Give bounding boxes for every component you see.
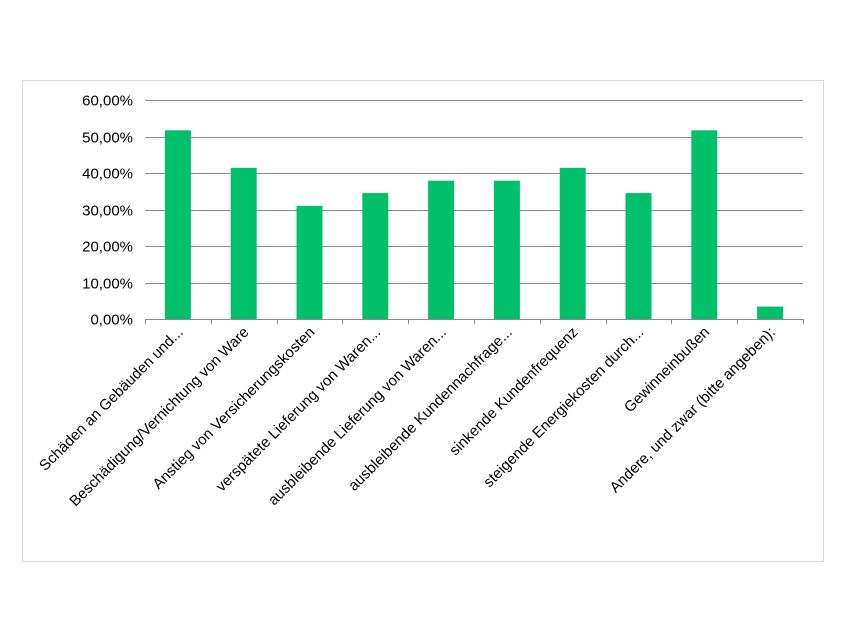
y-tick-label: 60,00% <box>82 93 133 110</box>
bar <box>691 130 718 319</box>
bar <box>230 167 257 319</box>
y-tick-label: 30,00% <box>82 203 133 220</box>
y-tick-label: 0,00% <box>90 312 133 329</box>
bar <box>559 167 586 319</box>
bar <box>493 180 520 319</box>
bar <box>428 180 455 319</box>
x-axis-category-labels: Schäden an Gebäuden und...Beschädigung/V… <box>36 324 779 510</box>
bar <box>625 193 652 319</box>
bars <box>164 130 784 319</box>
y-tick-label: 40,00% <box>82 166 133 183</box>
y-tick-label: 20,00% <box>82 239 133 256</box>
chart-frame <box>22 80 824 562</box>
y-tick-label: 50,00% <box>82 130 133 147</box>
bar <box>362 193 389 319</box>
y-tick-label: 10,00% <box>82 276 133 293</box>
x-axis <box>145 319 804 324</box>
bar <box>757 306 784 319</box>
x-category-label: sinkende Kundenfrequenz <box>446 324 581 459</box>
bar <box>164 130 191 319</box>
y-axis-tick-labels: 0,00% 10,00% 20,00% 30,00% 40,00% 50,00% 60,00… <box>82 93 133 329</box>
bar <box>296 205 323 319</box>
